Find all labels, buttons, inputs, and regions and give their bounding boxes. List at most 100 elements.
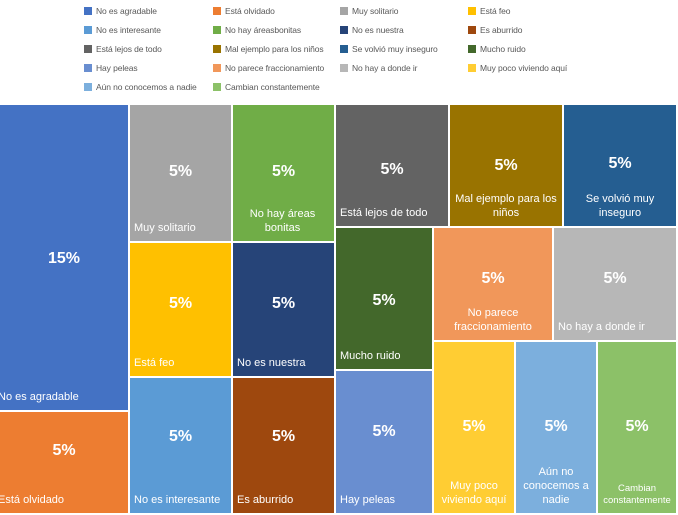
tile-value-label: 5%	[168, 295, 193, 312]
legend-swatch	[213, 83, 221, 91]
tile-category-label: Es aburrido	[237, 494, 294, 506]
treemap-tile: 5% Está olvidado	[0, 412, 130, 515]
legend-label: Mucho ruido	[480, 44, 526, 54]
legend-swatch	[468, 64, 476, 72]
tile-category-label: No hay a donde ir	[558, 321, 645, 333]
legend-swatch	[468, 26, 476, 34]
legend-item: Muy solitario	[340, 4, 399, 18]
legend-item: Está olvidado	[213, 4, 275, 18]
legend-label: No es agradable	[96, 6, 157, 16]
legend-item: Mucho ruido	[468, 42, 526, 56]
treemap-tile: 5% Está lejos de todo	[336, 105, 450, 228]
legend-item: Está lejos de todo	[84, 42, 162, 56]
treemap-tile: 5% Está feo	[130, 243, 233, 378]
treemap-tile: 5% No es nuestra	[233, 243, 336, 378]
legend-swatch	[468, 45, 476, 53]
tile-value-label: 5%	[625, 418, 649, 435]
legend-item: Muy poco viviendo aquí	[468, 61, 567, 75]
legend-item: Está feo	[468, 4, 510, 18]
legend-label: Se volvió muy inseguro	[352, 44, 438, 54]
legend-label: No hay áreasbonitas	[225, 25, 302, 35]
tile-category-label: No es nuestra	[237, 357, 306, 369]
legend-swatch	[84, 83, 92, 91]
tile-value-label: 5%	[494, 157, 518, 174]
tile-value-label: 5%	[168, 428, 193, 445]
legend-item: Cambian constantemente	[213, 80, 320, 94]
tile-value-label: 5%	[271, 428, 296, 445]
tile-value-label: 5%	[544, 418, 568, 435]
treemap-tile: 5% No es interesante	[130, 378, 233, 515]
treemap-tile: 5% Muy poco viviendo aquí	[434, 342, 516, 515]
legend-label: No es nuestra	[352, 25, 404, 35]
legend-swatch	[213, 45, 221, 53]
legend-label: Es aburrido	[480, 25, 523, 35]
chart-legend: No es agradable Está olvidado Muy solitari…	[0, 0, 678, 100]
legend-item: Mal ejemplo para los niños	[213, 42, 324, 56]
tile-category-label: Se volvió muy inseguro	[585, 193, 655, 219]
tile-category-label: No es interesante	[134, 494, 221, 506]
legend-swatch	[84, 64, 92, 72]
treemap-tile: 5% Muy solitario	[130, 105, 233, 243]
tile-value-label: 5%	[603, 270, 627, 287]
treemap-tile: 5% No hay áreas bonitas	[233, 105, 336, 243]
legend-item: No hay a donde ir	[340, 61, 418, 75]
legend-swatch	[340, 64, 348, 72]
legend-label: Está lejos de todo	[96, 44, 162, 54]
legend-label: No parece fraccionamiento	[225, 63, 325, 73]
legend-swatch	[468, 7, 476, 15]
tile-value-label: 5%	[608, 155, 632, 172]
tile-category-label: No es agradable	[0, 391, 79, 403]
treemap-tile: 5% No hay a donde ir	[554, 228, 678, 342]
legend-swatch	[340, 26, 348, 34]
tile-value-label: 5%	[372, 292, 396, 309]
legend-label: Está olvidado	[225, 6, 275, 16]
tile-value-label: 5%	[52, 442, 76, 459]
legend-label: Hay peleas	[96, 63, 138, 73]
legend-item: Aún no conocemos a nadie	[84, 80, 197, 94]
treemap-tile: 5% Mucho ruido	[336, 228, 434, 371]
treemap-tile: 15% No es agradable	[0, 105, 130, 412]
tile-category-label: Está lejos de todo	[340, 207, 428, 219]
tile-value-label: 5%	[462, 418, 486, 435]
legend-item: No hay áreasbonitas	[213, 23, 301, 37]
legend-swatch	[213, 64, 221, 72]
tile-value-label: 5%	[271, 163, 296, 180]
legend-label: No hay a donde ir	[352, 63, 418, 73]
legend-swatch	[84, 26, 92, 34]
legend-label: Cambian constantemente	[225, 82, 320, 92]
tile-category-label: No parece fraccionamiento	[454, 307, 532, 333]
legend-swatch	[84, 7, 92, 15]
legend-item: Se volvió muy inseguro	[340, 42, 438, 56]
treemap-tile: 5% Hay peleas	[336, 371, 434, 515]
tile-category-label: Muy solitario	[134, 222, 196, 234]
tile-category-label: No hay áreas bonitas	[249, 208, 316, 234]
legend-label: Está feo	[480, 6, 511, 16]
legend-item: No es agradable	[84, 4, 157, 18]
legend-label: Mal ejemplo para los niños	[225, 44, 324, 54]
legend-item: No parece fraccionamiento	[213, 61, 324, 75]
tile-category-label: Mucho ruido	[340, 350, 401, 362]
legend-item: Hay peleas	[84, 61, 138, 75]
tile-category-label: Está olvidado	[0, 494, 65, 506]
legend-item: No es nuestra	[340, 23, 404, 37]
treemap-tile: 5% Cambian constantemente	[598, 342, 678, 515]
legend-swatch	[340, 45, 348, 53]
treemap-tile: 5% No parece fraccionamiento	[434, 228, 554, 342]
tile-value-label: 15%	[47, 250, 81, 267]
tile-category-label: Muy poco viviendo aquí	[441, 480, 507, 506]
legend-swatch	[84, 45, 92, 53]
legend-label: No es interesante	[96, 25, 161, 35]
tile-category-label: Aún no conocemos a nadie	[523, 466, 589, 506]
legend-label: Muy solitario	[352, 6, 399, 16]
tile-value-label: 5%	[372, 423, 396, 440]
treemap-tile: 5% Es aburrido	[233, 378, 336, 515]
legend-swatch	[340, 7, 348, 15]
treemap-tile: 5% Aún no conocemos a nadie	[516, 342, 598, 515]
treemap-tile: 5% Se volvió muy inseguro	[564, 105, 678, 228]
tile-value-label: 5%	[481, 270, 505, 287]
tile-category-label: Cambian constantemente	[603, 483, 671, 506]
tile-value-label: 5%	[168, 163, 193, 180]
tile-category-label: Está feo	[134, 357, 175, 369]
tile-value-label: 5%	[271, 295, 296, 312]
